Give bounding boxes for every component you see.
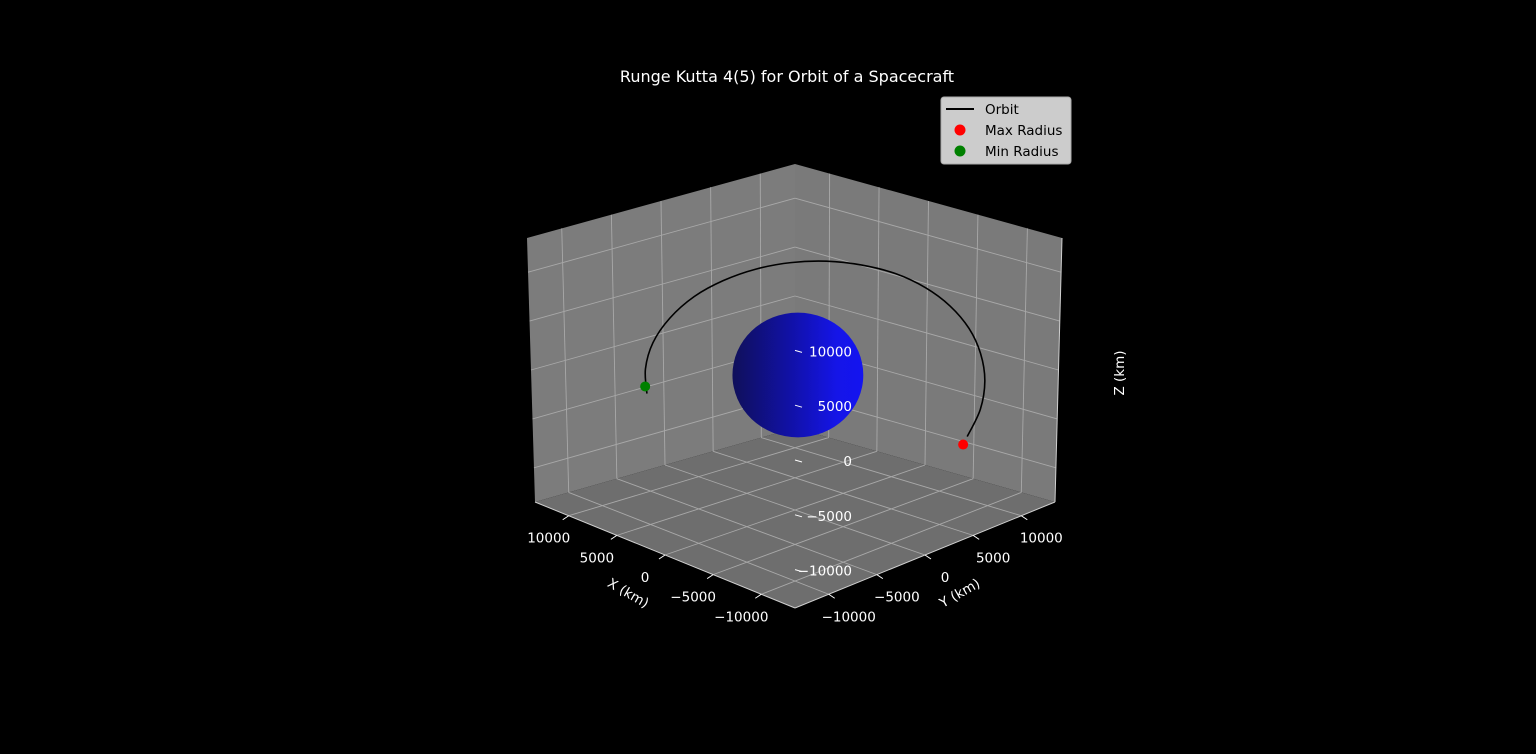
- orbit-line: [644, 260, 986, 437]
- y-tick-mark: [876, 574, 884, 580]
- y-tick-mark: [1021, 515, 1028, 521]
- z-tick-label: 5000: [818, 399, 852, 415]
- legend-orbit-label: Orbit: [985, 102, 1019, 118]
- orbit-layer: [640, 260, 986, 450]
- x-tick-mark: [755, 593, 762, 599]
- legend-max-radius-label: Max Radius: [985, 123, 1062, 139]
- legend-min-radius-dot: [954, 145, 966, 157]
- x-tick-mark: [562, 515, 569, 521]
- z-axis-label: Z (km): [1112, 350, 1128, 395]
- grid-line-z-right: [794, 295, 1059, 371]
- y-tick-label: −5000: [874, 590, 920, 606]
- y-tick-mark: [924, 554, 932, 560]
- axes-panes: [527, 164, 1062, 608]
- y-tick-mark: [972, 534, 980, 540]
- grid-line-y-floor: [616, 478, 878, 576]
- grid-line-z-right: [794, 197, 1062, 273]
- z-tick-mark: [794, 349, 803, 353]
- y-tick-label: 5000: [976, 550, 1010, 566]
- chart-title: Runge Kutta 4(5) for Orbit of a Spacecra…: [620, 67, 954, 86]
- right-wall-pane: [795, 164, 1062, 502]
- x-tick-mark: [610, 534, 618, 540]
- grid-line-y-floor: [761, 437, 1022, 517]
- grid-line-z-left: [527, 197, 796, 273]
- grid-line-y-floor: [568, 491, 829, 595]
- x-tick-label: 5000: [580, 550, 614, 566]
- legend: Orbit Max Radius Min Radius: [940, 96, 1072, 165]
- z-tick-label: −10000: [798, 564, 852, 580]
- z-tick-mark: [794, 459, 803, 463]
- grid-line-z-left: [529, 246, 796, 322]
- x-tick-mark: [706, 574, 714, 580]
- z-tick-label: 10000: [809, 344, 852, 360]
- floor-pane: [535, 428, 1055, 608]
- grid-line-z-right: [794, 246, 1060, 322]
- grid-line-y-floor: [664, 464, 926, 556]
- legend-min-radius-label: Min Radius: [985, 144, 1059, 160]
- z-tick-mark: [794, 404, 803, 408]
- grid-lines: [527, 173, 1062, 595]
- grid-line-z-left: [530, 295, 796, 371]
- y-tick-label: −10000: [822, 609, 876, 625]
- legend-box: [940, 96, 1072, 165]
- planet-layer: [732, 312, 864, 438]
- z-axis-line: [1054, 237, 1063, 503]
- planet-sphere: [732, 312, 864, 438]
- x-tick-label: 10000: [527, 531, 570, 547]
- z-tick-label: −5000: [806, 509, 852, 525]
- left-wall-pane: [527, 164, 795, 502]
- x-tick-label: 0: [641, 570, 650, 586]
- x-tick-mark: [658, 554, 666, 560]
- y-tick-mark: [828, 593, 835, 599]
- grid-line-y-floor: [713, 450, 974, 536]
- z-tick-mark: [794, 514, 803, 518]
- y-tick-label: 10000: [1020, 531, 1063, 547]
- min-radius-point: [640, 381, 651, 392]
- x-tick-label: −10000: [714, 609, 768, 625]
- y-tick-label: 0: [941, 570, 950, 586]
- legend-max-radius-dot: [954, 124, 966, 136]
- tick-labels: 10000 5000 0 −5000 −10000 −10000 −5000 0 5000 100…: [527, 344, 1063, 625]
- z-tick-label: 0: [843, 454, 852, 470]
- max-radius-point: [958, 439, 969, 450]
- z-tick-mark: [794, 569, 803, 573]
- x-tick-label: −5000: [670, 590, 716, 606]
